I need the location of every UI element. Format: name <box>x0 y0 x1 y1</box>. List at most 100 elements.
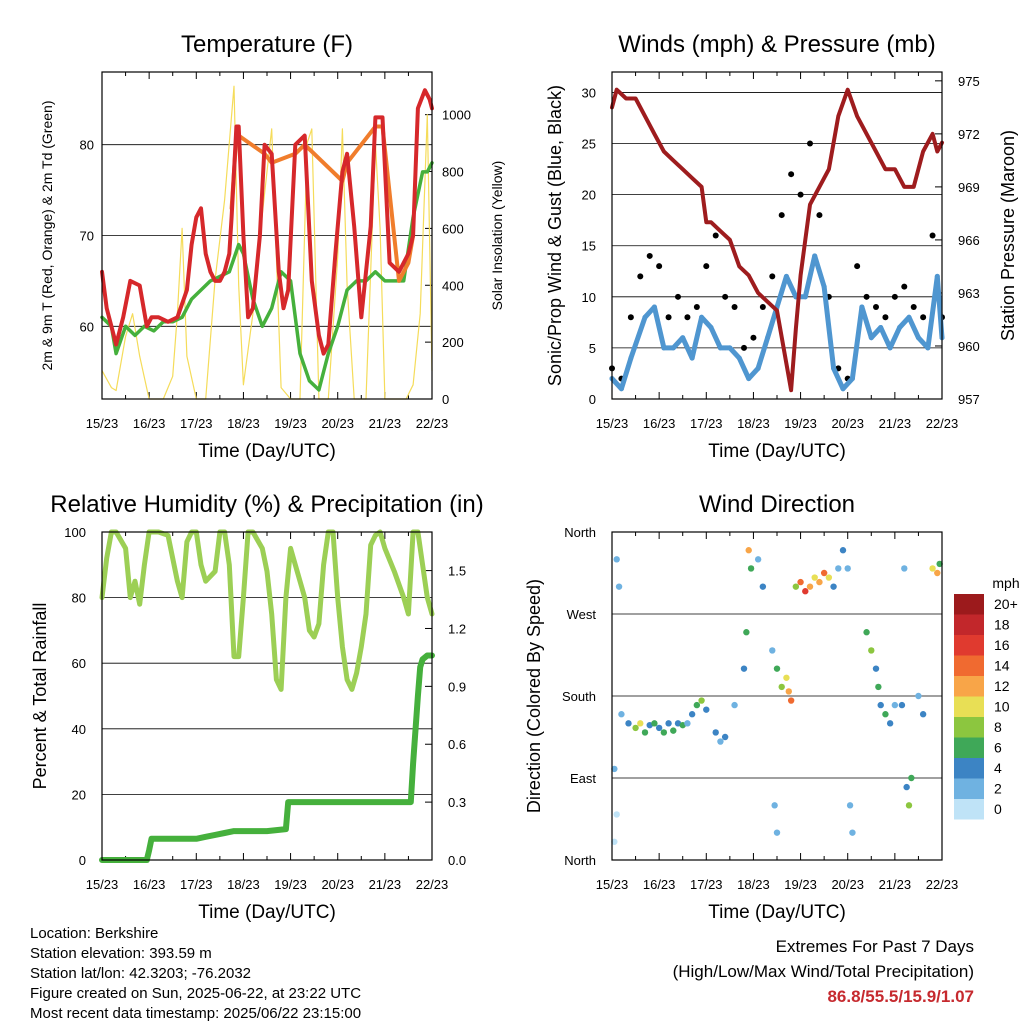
temperature-xtick-label: 20/23 <box>321 416 354 431</box>
wind-point <box>765 335 771 341</box>
direction-point <box>743 629 750 636</box>
speed-legend-title: mph <box>992 575 1019 591</box>
speed-legend-swatch <box>954 635 984 656</box>
speed-legend-label: 10 <box>994 699 1010 715</box>
precip-ytick-label: 0.9 <box>448 679 466 694</box>
wind-point <box>887 345 893 351</box>
speed-legend-label: 20+ <box>994 596 1018 612</box>
extremes-title: Extremes For Past 7 Days <box>775 937 974 956</box>
direction-point <box>908 774 915 782</box>
winds-ytick-label: 20 <box>582 188 596 203</box>
speed-legend-label: 14 <box>994 658 1010 674</box>
gust-point <box>646 252 653 259</box>
wind-point <box>642 314 648 320</box>
temp9m-line <box>229 124 416 283</box>
direction-point <box>872 665 880 672</box>
direction-point <box>825 574 833 581</box>
direction-point <box>919 711 927 718</box>
direction-point <box>863 629 870 636</box>
speed-legend-label: 8 <box>994 719 1002 735</box>
winds-xtick-label: 18/23 <box>737 416 770 431</box>
humidity-xtick-label: 18/23 <box>227 877 260 892</box>
direction-point <box>792 583 800 590</box>
gust-point <box>693 304 700 311</box>
direction-point <box>905 802 913 809</box>
direction-point <box>745 547 752 554</box>
humidity-xtick-label: 17/23 <box>180 877 213 892</box>
direction-ytick-label: North <box>564 853 596 868</box>
pressure-ytick-label: 963 <box>958 286 980 301</box>
humidity-xtick-label: 16/23 <box>133 877 166 892</box>
gust-point <box>656 263 663 270</box>
direction-point <box>868 647 875 654</box>
gust-point <box>684 314 691 321</box>
winds-frame <box>611 71 943 400</box>
humidity-ylabel: Percent & Total Rainfall <box>30 603 50 790</box>
wind-direction-xtick-label: 18/23 <box>737 877 770 892</box>
speed-legend-swatch <box>954 676 984 697</box>
temperature-xtick-label: 22/23 <box>416 416 449 431</box>
direction-point <box>688 711 696 718</box>
direction-point <box>839 547 847 554</box>
direction-point <box>898 701 906 709</box>
wind-direction-xlabel: Time (Day/UTC) <box>708 902 846 923</box>
humidity-ytick-label: 40 <box>72 722 86 737</box>
direction-point <box>835 565 842 572</box>
wind-point <box>783 273 789 279</box>
extremes-subtitle: (High/Low/Max Wind/Total Precipitation) <box>672 962 974 981</box>
direction-point <box>611 838 618 845</box>
gust-point <box>741 344 747 351</box>
latlon-text: Station lat/lon: 42.3203; -76.2032 <box>30 965 252 982</box>
humidity-title: Relative Humidity (%) & Precipitation (i… <box>50 491 483 518</box>
temperature-xtick-label: 17/23 <box>180 416 213 431</box>
created-text: Figure created on Sun, 2025-06-22, at 23… <box>30 985 362 1002</box>
speed-legend-label: 0 <box>994 801 1002 817</box>
temperature-xtick-label: 15/23 <box>86 416 119 431</box>
direction-point <box>660 729 668 736</box>
humidity-xlabel: Time (Day/UTC) <box>198 902 336 923</box>
temperature-ylabel: 2m & 9m T (Red, Orange) & 2m Td (Green) <box>39 101 55 371</box>
wind-point <box>897 324 903 330</box>
wind-direction-xtick-label: 17/23 <box>690 877 723 892</box>
direction-point <box>618 711 625 718</box>
wind-point <box>661 345 667 351</box>
direction-point <box>769 647 776 654</box>
direction-point <box>613 556 620 563</box>
wind-direction-title: Wind Direction <box>699 491 855 518</box>
wind-point <box>925 345 931 351</box>
wind-point <box>821 284 827 290</box>
gust-point <box>665 314 672 321</box>
direction-point <box>797 578 804 586</box>
direction-point <box>721 733 729 741</box>
wind-point <box>868 335 874 341</box>
direction-point <box>773 829 781 836</box>
winds-xtick-label: 20/23 <box>831 416 864 431</box>
winds-title: Winds (mph) & Pressure (mb) <box>618 31 935 58</box>
direction-point <box>846 802 854 809</box>
direction-point <box>759 583 767 590</box>
wind-point <box>934 273 940 279</box>
wind-line <box>609 253 945 392</box>
wind-point <box>802 294 808 300</box>
direction-point <box>787 697 795 704</box>
precip-ytick-label: 1.2 <box>448 621 466 636</box>
direction-point <box>670 727 677 734</box>
direction-point <box>806 583 814 590</box>
winds-xtick-label: 22/23 <box>926 416 959 431</box>
wind-point <box>906 314 912 320</box>
humidity-ytick-label: 80 <box>72 591 86 606</box>
direction-point <box>637 720 644 727</box>
winds-xlabel: Time (Day/UTC) <box>708 441 846 462</box>
speed-legend-swatch <box>954 696 984 717</box>
direction-point <box>891 701 899 709</box>
direction-point <box>698 697 705 704</box>
direction-point <box>684 720 691 727</box>
direction-point <box>877 701 884 709</box>
speed-legend-label: 18 <box>994 617 1010 633</box>
direction-point <box>849 829 856 836</box>
wind-direction-xtick-label: 21/23 <box>879 877 912 892</box>
humidity-frame <box>101 531 433 861</box>
winds-ytick-label: 10 <box>582 290 596 305</box>
temperature-xtick-label: 16/23 <box>133 416 166 431</box>
